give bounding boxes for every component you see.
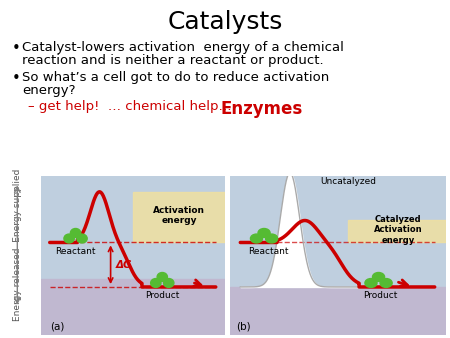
Text: (b): (b) [236,322,251,332]
Text: Energy released  Energy supplied: Energy released Energy supplied [13,169,22,321]
Text: Enzymes: Enzymes [220,100,302,118]
Bar [40,176,225,279]
Bar [348,220,446,242]
Bar [230,176,446,287]
Circle shape [151,279,161,287]
Circle shape [163,279,174,287]
Text: Reactant: Reactant [248,247,288,256]
Circle shape [64,234,74,243]
Bar [230,287,446,335]
Text: Catalyzed
Activation
energy: Catalyzed Activation energy [374,215,422,245]
Circle shape [266,234,278,243]
Circle shape [373,272,385,282]
Text: Uncatalyzed: Uncatalyzed [320,177,376,186]
Circle shape [365,279,377,287]
Text: – get help!  … chemical help…: – get help! … chemical help… [28,100,244,113]
Text: (a): (a) [50,322,64,332]
Text: •: • [12,71,21,86]
Text: Product: Product [145,291,180,300]
Circle shape [380,279,392,287]
Text: ΔG: ΔG [116,260,133,270]
Circle shape [258,228,270,237]
Text: Activation
energy: Activation energy [153,206,205,225]
Bar [40,279,225,335]
Text: Catalyst-lowers activation  energy of a chemical: Catalyst-lowers activation energy of a c… [22,41,344,54]
Text: Catalysts: Catalysts [167,10,283,34]
Text: reaction and is neither a reactant or product.: reaction and is neither a reactant or pr… [22,54,324,67]
Circle shape [77,234,87,243]
Circle shape [70,228,81,237]
Circle shape [251,234,262,243]
Bar [133,192,225,242]
Text: So what’s a cell got to do to reduce activation: So what’s a cell got to do to reduce act… [22,71,329,84]
Circle shape [157,272,167,282]
Text: Product: Product [364,291,398,300]
Text: •: • [12,41,21,56]
Text: Reactant: Reactant [55,247,96,256]
Text: energy?: energy? [22,84,76,97]
